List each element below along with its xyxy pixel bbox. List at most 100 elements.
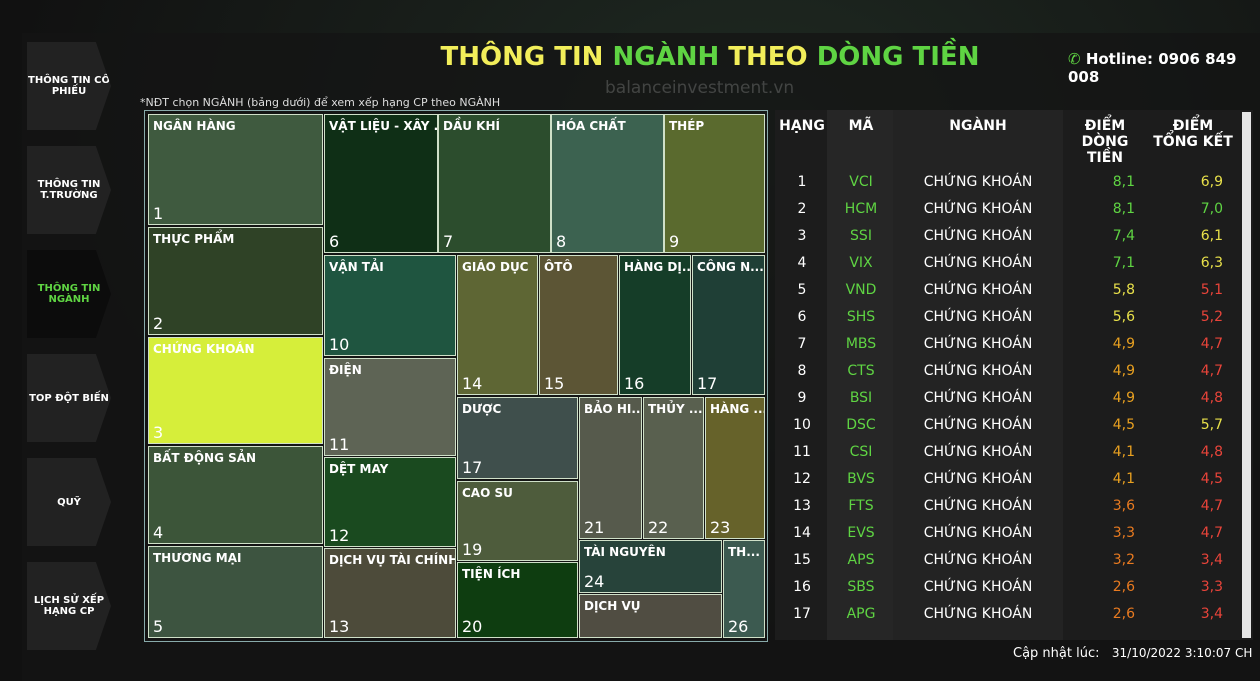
- table-cell: 3,4: [1200, 552, 1223, 568]
- nav-button[interactable]: THÔNG TIN NGÀNH: [27, 250, 111, 338]
- table-cell[interactable]: FTS: [848, 498, 874, 514]
- tile-rank: 3: [153, 423, 164, 442]
- treemap-tile[interactable]: DỆT MAY 12: [324, 457, 456, 547]
- treemap-tile[interactable]: ĐIỆN 11: [324, 358, 456, 456]
- tile-label: CHỨNG KHOÁN: [153, 342, 255, 356]
- table-cell: 3: [797, 228, 807, 244]
- table-cell: 8,1: [1112, 201, 1135, 217]
- tile-rank: 17: [462, 458, 483, 477]
- tile-rank: 8: [556, 232, 567, 251]
- treemap-tile[interactable]: VẬN TẢI 10: [324, 255, 456, 356]
- table-cell[interactable]: CSI: [849, 444, 873, 460]
- tile-label: CAO SU: [462, 486, 513, 500]
- table: HẠNG MÃ NGÀNH ĐIỂM DÒNG TIỀN ĐIỂM TỔNG KẾT 1 V…: [775, 110, 1253, 640]
- treemap-tile[interactable]: THƯƠNG MẠI 5: [148, 546, 323, 638]
- table-cell[interactable]: VCI: [849, 174, 873, 190]
- treemap-tile[interactable]: THÉP 9: [664, 114, 765, 253]
- tile-rank: 2: [153, 314, 164, 333]
- treemap-tile[interactable]: TIỆN ÍCH 20: [457, 562, 578, 638]
- header-band: [893, 110, 1063, 640]
- table-cell: 4,5: [1112, 417, 1135, 433]
- title-part: THEO: [728, 42, 817, 72]
- table-cell[interactable]: MBS: [845, 336, 877, 352]
- treemap-tile[interactable]: TH... 26: [723, 540, 765, 638]
- table-cell[interactable]: BSI: [849, 390, 873, 406]
- tile-label: THỦY ...: [648, 402, 703, 416]
- nav-button[interactable]: LỊCH SỬ XẾP HẠNG CP: [27, 562, 111, 650]
- tile-label: THỰC PHẨM: [153, 232, 235, 246]
- tile-label: TH...: [728, 545, 760, 559]
- nav-button[interactable]: THÔNG TIN CỔ PHIẾU: [27, 42, 111, 130]
- treemap-tile[interactable]: NGÂN HÀNG 1: [148, 114, 323, 225]
- nav-button[interactable]: TOP ĐỘT BIẾN: [27, 354, 111, 442]
- treemap-tile[interactable]: HÓA CHẤT 8: [551, 114, 664, 253]
- scrollbar[interactable]: [1242, 112, 1251, 638]
- treemap-tile[interactable]: BẢO HI... 21: [579, 397, 642, 539]
- table-cell: 11: [793, 444, 811, 460]
- treemap-tile[interactable]: TÀI NGUYÊN 24: [579, 540, 722, 593]
- treemap-tile[interactable]: VẬT LIỆU - XÂY ... 6: [324, 114, 438, 253]
- treemap-tile[interactable]: THỰC PHẨM 2: [148, 227, 323, 335]
- treemap-tile[interactable]: DỊCH VỤ: [579, 594, 722, 638]
- table-cell: 6,3: [1200, 255, 1223, 271]
- tile-label: CÔNG N...: [697, 260, 764, 274]
- tile-rank: 15: [544, 374, 565, 393]
- tile-label: HÓA CHẤT: [556, 119, 626, 133]
- table-cell: 9: [797, 390, 807, 406]
- treemap-tile[interactable]: CÔNG N... 17: [692, 255, 765, 395]
- tile-label: DỊCH VỤ: [584, 599, 641, 613]
- tile-label: DƯỢC: [462, 402, 502, 416]
- tile-rank: 22: [648, 518, 669, 537]
- tile-rank: 1: [153, 204, 164, 223]
- treemap-tile[interactable]: THỦY ... 22: [643, 397, 704, 539]
- table-cell: 4,9: [1112, 390, 1135, 406]
- table-cell: 5,6: [1112, 309, 1135, 325]
- table-cell: 5,1: [1200, 282, 1223, 298]
- treemap-tile[interactable]: DẦU KHÍ 7: [438, 114, 551, 253]
- table-cell[interactable]: SBS: [847, 579, 875, 595]
- table-cell: 7,4: [1112, 228, 1135, 244]
- treemap-tile[interactable]: DƯỢC 17: [457, 397, 578, 479]
- nav-button[interactable]: THÔNG TIN T.TRƯỜNG: [27, 146, 111, 234]
- table-cell: 4,5: [1200, 471, 1223, 487]
- treemap-tile[interactable]: CHỨNG KHOÁN 3: [148, 337, 323, 444]
- table-cell: 13: [793, 498, 811, 514]
- tile-label: TIỆN ÍCH: [462, 567, 521, 581]
- table-cell[interactable]: VND: [845, 282, 877, 298]
- table-cell[interactable]: VIX: [849, 255, 873, 271]
- table-cell: 3,3: [1112, 525, 1135, 541]
- table-cell: CHỨNG KHOÁN: [923, 255, 1033, 271]
- table-cell[interactable]: HCM: [844, 201, 878, 217]
- nav-button[interactable]: QUỸ: [27, 458, 111, 546]
- table-cell[interactable]: APG: [846, 606, 876, 622]
- table-cell: 3,4: [1200, 606, 1223, 622]
- table-cell: 4,1: [1112, 444, 1135, 460]
- table-cell: 4,7: [1200, 498, 1223, 514]
- tile-label: DỊCH VỤ TÀI CHÍNH: [329, 553, 456, 567]
- table-cell[interactable]: BVS: [847, 471, 875, 487]
- treemap-tile[interactable]: HÀNG DỊ... 16: [619, 255, 691, 395]
- tile-rank: 24: [584, 572, 605, 591]
- table-cell[interactable]: DSC: [846, 417, 876, 433]
- table-cell: CHỨNG KHOÁN: [923, 579, 1033, 595]
- tile-label: BẢO HI...: [584, 402, 642, 416]
- table-cell[interactable]: SSI: [850, 228, 872, 244]
- table-cell: 4: [797, 255, 807, 271]
- treemap-tile[interactable]: HÀNG ... 23: [705, 397, 765, 539]
- treemap-tile[interactable]: ÔTÔ 15: [539, 255, 618, 395]
- treemap-tile[interactable]: GIÁO DỤC 14: [457, 255, 538, 395]
- tile-label: VẬT LIỆU - XÂY ...: [329, 119, 438, 133]
- table-cell[interactable]: SHS: [846, 309, 876, 325]
- treemap-tile[interactable]: BẤT ĐỘNG SẢN 4: [148, 446, 323, 544]
- treemap-tile[interactable]: DỊCH VỤ TÀI CHÍNH 13: [324, 548, 456, 638]
- table-cell[interactable]: EVS: [847, 525, 875, 541]
- table-cell[interactable]: APS: [847, 552, 875, 568]
- tile-rank: 12: [329, 526, 350, 545]
- tile-rank: 14: [462, 374, 483, 393]
- table-cell: CHỨNG KHOÁN: [923, 201, 1033, 217]
- treemap-tile[interactable]: CAO SU 19: [457, 481, 578, 561]
- table-cell: 6: [797, 309, 807, 325]
- footer: Cập nhật lúc: 31/10/2022 3:10:07 CH: [1013, 646, 1252, 661]
- table-cell[interactable]: CTS: [847, 363, 875, 379]
- tile-label: HÀNG DỊ...: [624, 260, 691, 274]
